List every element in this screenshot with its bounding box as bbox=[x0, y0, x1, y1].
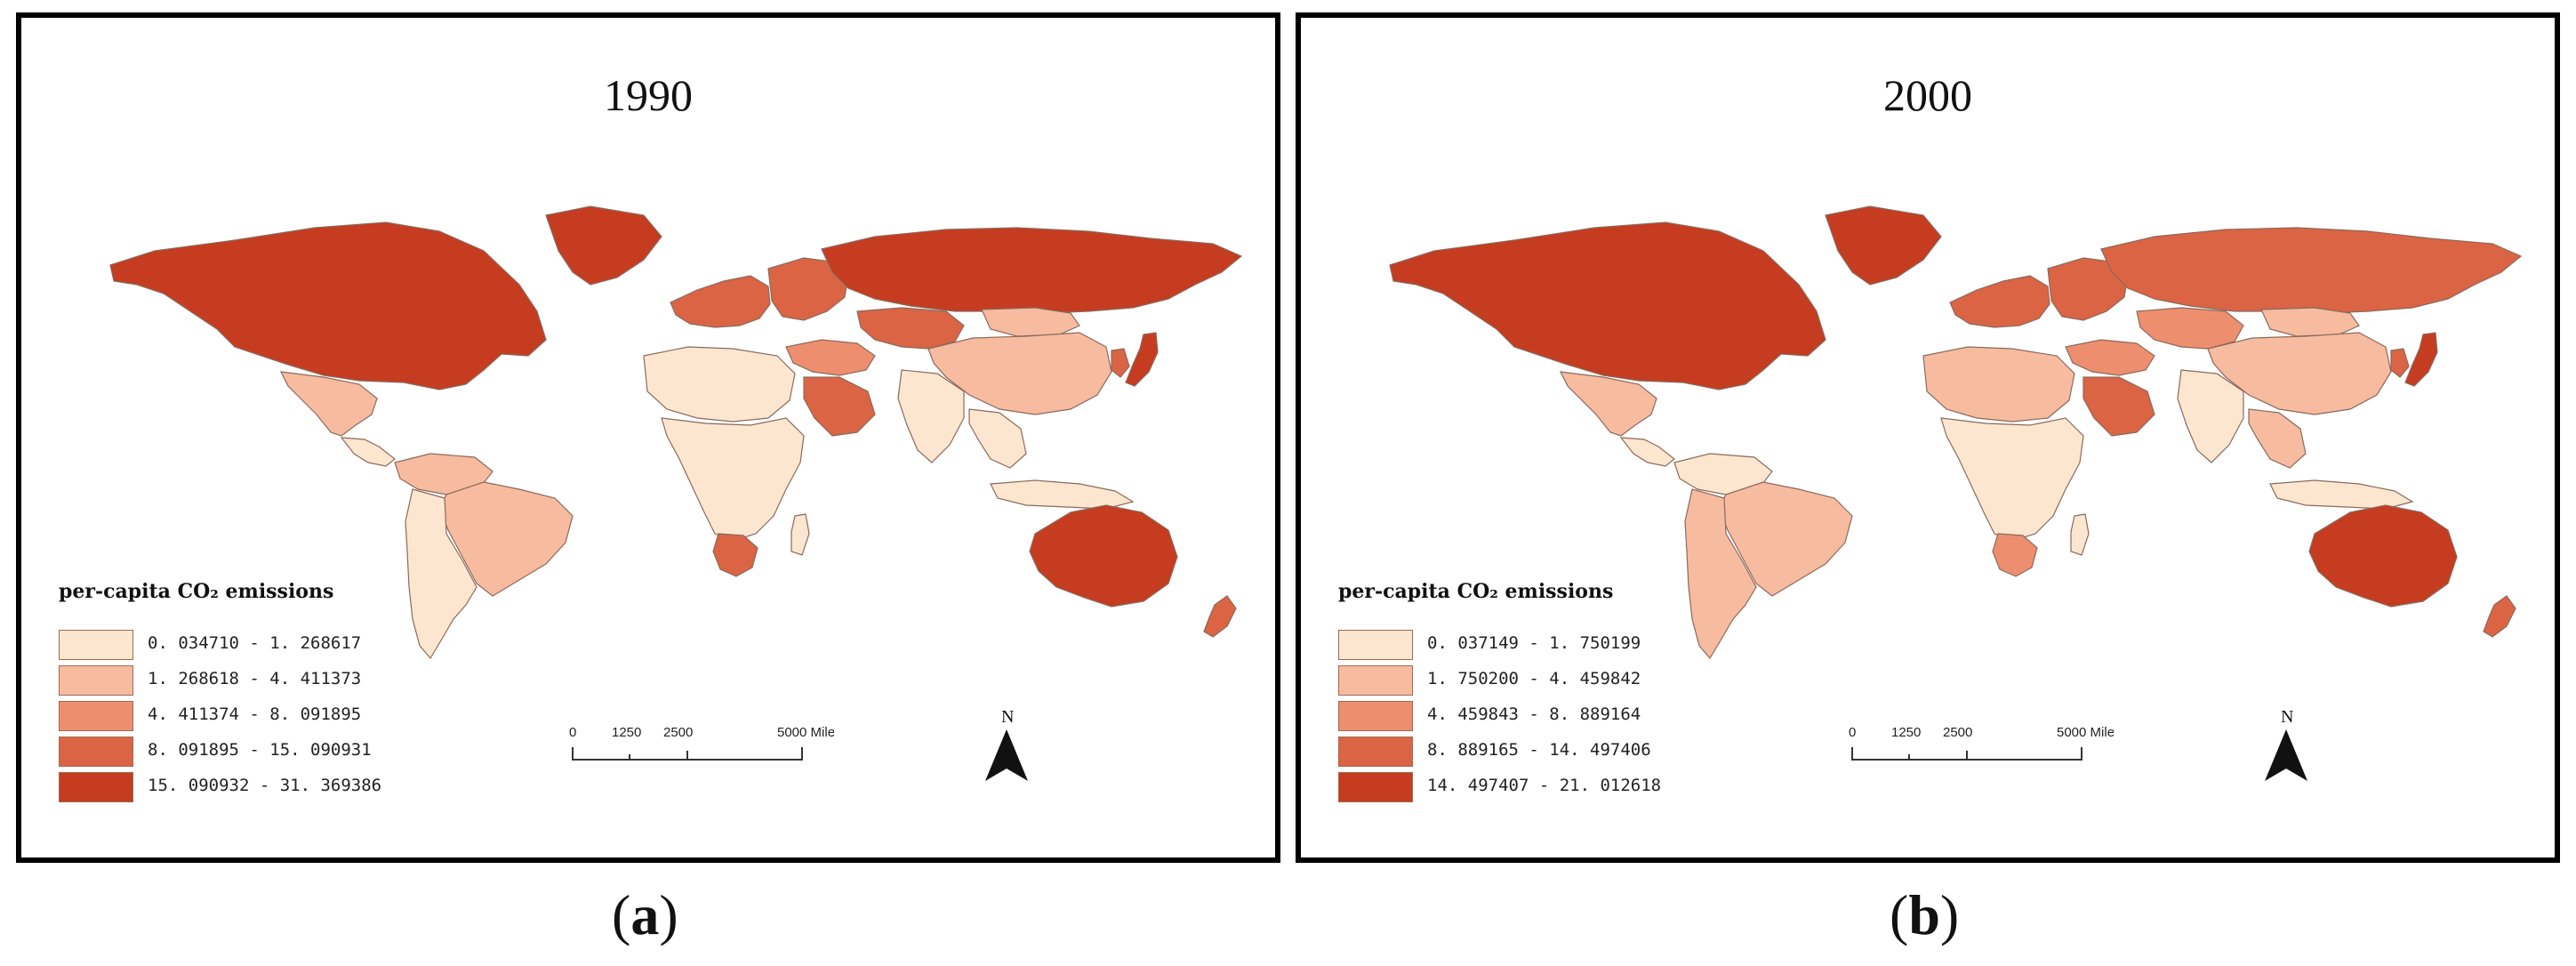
region-central-america bbox=[340, 437, 396, 467]
region-korea bbox=[1111, 348, 1130, 378]
legend-range-label: 4. 411374 - 8. 091895 bbox=[148, 704, 362, 724]
region-indonesia bbox=[2269, 479, 2414, 510]
region-southern-south-america bbox=[405, 488, 477, 660]
region-greenland bbox=[545, 205, 662, 286]
legend-range-label: 0. 034710 - 1. 268617 bbox=[148, 633, 362, 653]
region-russia bbox=[821, 227, 1243, 314]
legend-range-label: 4. 459843 - 8. 889164 bbox=[1427, 704, 1641, 724]
region-north-africa bbox=[1922, 346, 2075, 423]
region-australia bbox=[2308, 504, 2458, 608]
scale-tick-label: 1250 bbox=[1891, 725, 1921, 740]
region-north-africa bbox=[643, 346, 796, 423]
world-map bbox=[109, 205, 1243, 660]
scale-tick-label: 1250 bbox=[612, 725, 641, 740]
region-arabia bbox=[2082, 376, 2155, 437]
region-japan bbox=[2404, 332, 2438, 387]
north-arrow-icon: N bbox=[2265, 707, 2307, 781]
region-greenland bbox=[1825, 205, 1942, 286]
legend-range-label: 15. 090932 - 31. 369386 bbox=[148, 776, 382, 795]
legend-swatch bbox=[1338, 665, 1413, 696]
region-new-zealand bbox=[1203, 595, 1237, 638]
region-central-asia bbox=[2136, 307, 2244, 350]
north-label: N bbox=[2281, 707, 2293, 727]
legend-swatch bbox=[59, 737, 133, 767]
legend-swatch bbox=[1338, 701, 1413, 731]
region-madagascar bbox=[2070, 513, 2090, 556]
region-europe-west bbox=[1949, 275, 2050, 328]
region-south-africa bbox=[1992, 533, 2038, 577]
region-arabia bbox=[803, 376, 876, 437]
region-southeast-asia bbox=[2248, 408, 2307, 469]
map-panel-b: 2000 per-capita CO₂ emissions 0. 037149 … bbox=[1296, 12, 2560, 863]
region-middle-east bbox=[2065, 339, 2155, 376]
legend-swatch bbox=[1338, 737, 1413, 767]
region-mexico bbox=[279, 371, 378, 437]
world-map bbox=[1389, 205, 2523, 660]
region-korea bbox=[2390, 348, 2410, 378]
legend-swatch bbox=[59, 772, 133, 802]
region-europe-east bbox=[767, 257, 849, 321]
region-india bbox=[897, 369, 965, 463]
scale-tick-label: 2500 bbox=[1943, 725, 1972, 740]
region-europe-west bbox=[670, 275, 771, 328]
scale-tick-label: 0 bbox=[1849, 725, 1856, 740]
region-africa-central bbox=[1940, 417, 2084, 542]
legend-title: per-capita CO₂ emissions bbox=[1338, 580, 1614, 603]
scale-bar: 0 1250 2500 5000 Miles bbox=[1849, 725, 2114, 761]
region-mongolia bbox=[981, 307, 1080, 337]
scale-bar: 0 1250 2500 5000 Miles bbox=[569, 725, 834, 761]
region-brazil bbox=[1718, 481, 1853, 597]
legend-swatch bbox=[1338, 772, 1413, 802]
legend-range-label: 14. 497407 - 21. 012618 bbox=[1427, 776, 1662, 795]
region-japan bbox=[1125, 332, 1159, 387]
region-mexico bbox=[1559, 371, 1657, 437]
region-madagascar bbox=[790, 513, 810, 556]
legend-range-label: 0. 037149 - 1. 750199 bbox=[1427, 633, 1641, 653]
north-arrow-icon: N bbox=[985, 707, 1028, 781]
region-russia bbox=[2100, 227, 2523, 314]
legend-range-label: 8. 889165 - 14. 497406 bbox=[1427, 740, 1651, 760]
region-new-zealand bbox=[2483, 595, 2516, 638]
region-australia bbox=[1029, 504, 1178, 608]
legend-swatch bbox=[59, 630, 133, 660]
scale-tick-label: 5000 Miles bbox=[2057, 725, 2114, 740]
region-china bbox=[927, 332, 1112, 415]
map-title: 2000 bbox=[1883, 70, 1972, 120]
legend-range-label: 1. 268618 - 4. 411373 bbox=[148, 669, 362, 688]
legend-swatch bbox=[59, 701, 133, 731]
legend-range-label: 8. 091895 - 15. 090931 bbox=[148, 740, 372, 760]
region-europe-east bbox=[2047, 257, 2129, 321]
region-indonesia bbox=[990, 479, 1135, 510]
legend-title: per-capita CO₂ emissions bbox=[59, 580, 334, 603]
caption-a: (a) bbox=[612, 883, 678, 946]
region-africa-central bbox=[661, 417, 805, 542]
scale-tick-label: 0 bbox=[569, 725, 576, 740]
scale-tick-label: 5000 Miles bbox=[777, 725, 834, 740]
map-title: 1990 bbox=[604, 70, 693, 120]
region-southeast-asia bbox=[968, 408, 1027, 469]
scale-tick-label: 2500 bbox=[663, 725, 693, 740]
caption-b: (b) bbox=[1890, 883, 1960, 946]
region-central-america bbox=[1619, 437, 1675, 467]
region-china bbox=[2207, 332, 2392, 415]
region-mongolia bbox=[2260, 307, 2360, 337]
region-central-asia bbox=[856, 307, 965, 350]
legend-range-label: 1. 750200 - 4. 459842 bbox=[1427, 669, 1641, 688]
region-brazil bbox=[438, 481, 574, 597]
map-panel-a: 1990 per-capita CO₂ emissions 0. 034710 … bbox=[16, 12, 1280, 863]
region-india bbox=[2177, 369, 2244, 463]
legend-swatch bbox=[1338, 630, 1413, 660]
region-north-america bbox=[109, 221, 547, 390]
region-middle-east bbox=[785, 339, 876, 376]
region-north-america bbox=[1389, 221, 1826, 390]
legend-swatch bbox=[59, 665, 133, 696]
north-label: N bbox=[1001, 707, 1014, 727]
region-southern-south-america bbox=[1684, 488, 1757, 660]
region-south-africa bbox=[712, 533, 758, 577]
